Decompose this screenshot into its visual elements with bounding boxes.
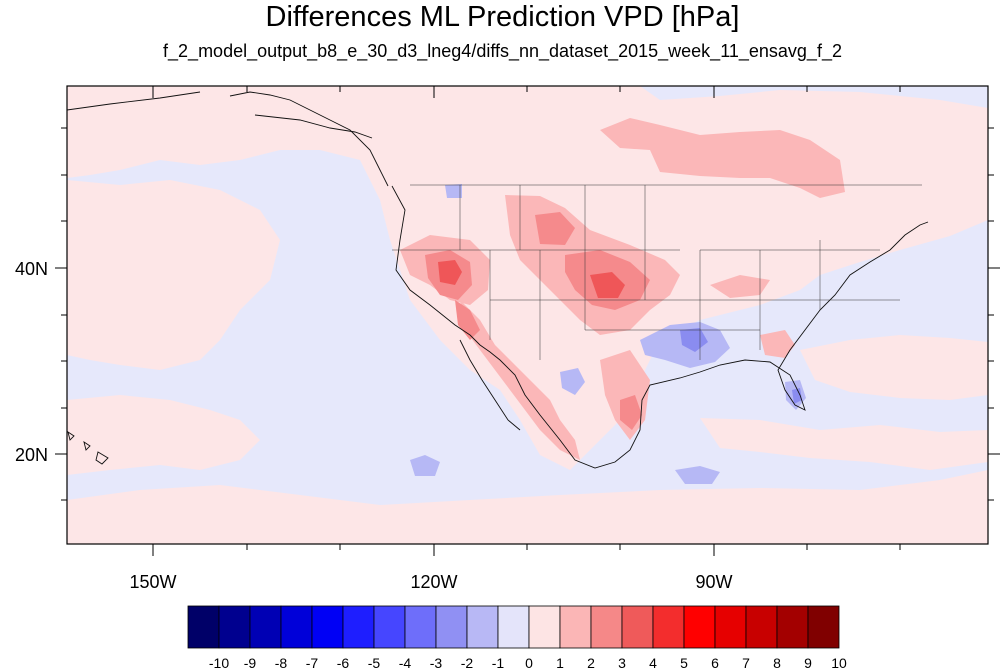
positive-anomaly-core [438,260,625,298]
colorbar-swatch [528,605,561,649]
colorbar-swatch [311,605,344,649]
colorbar-label: 8 [773,655,781,671]
lon-label-150w: 150W [129,572,176,592]
colorbar-swatch [280,605,313,649]
colorbar-label: 0 [525,655,533,671]
map-ticks [55,86,1000,556]
map-panel [67,86,988,544]
colorbar-swatch [497,605,530,649]
colorbar-label: -7 [306,655,319,671]
colorbar-label: 6 [711,655,719,671]
negative-anomaly-strong [680,328,802,404]
state-borders [392,184,922,360]
colorbar-swatch [373,605,406,649]
colorbar-label: -8 [275,655,288,671]
map-title: Differences ML Prediction VPD [hPa] [265,1,740,33]
colorbar-swatch [683,605,716,649]
colorbar-swatch [590,605,623,649]
lon-label-90w: 90W [695,572,732,592]
colorbar-label: 7 [742,655,750,671]
colorbar-swatch [435,605,468,649]
colorbar-label: -6 [337,655,350,671]
colorbar-label: -9 [244,655,257,671]
colorbar-label: 5 [680,655,688,671]
lon-label-120w: 120W [410,572,457,592]
colorbar-label: 10 [831,655,847,671]
hawaii-islands [67,430,109,465]
colorbar-label: 1 [556,655,564,671]
colorbar-swatch [714,605,747,649]
colorbar-label: -5 [368,655,381,671]
colorbar-swatch [342,605,375,649]
colorbar-swatch [807,605,840,649]
map-subtitle: f_2_model_output_b8_e_30_d3_lneg4/diffs_… [163,41,842,61]
colorbar-swatch [249,605,282,649]
colorbar-swatch [652,605,685,649]
colorbar-swatch [776,605,809,649]
colorbar-label: -1 [492,655,505,671]
colorbar-label: -2 [461,655,474,671]
lat-label-40n: 40N [15,259,48,279]
colorbar-swatch [559,605,592,649]
positive-anomaly-light [67,86,988,544]
colorbar-swatch [621,605,654,649]
colorbar-label: -3 [430,655,443,671]
colorbar-label: -4 [399,655,412,671]
colorbar-swatch [187,605,220,649]
colorbar-label: 2 [587,655,595,671]
colorbar-label: 9 [804,655,812,671]
colorbar-label: 3 [618,655,626,671]
colorbar-swatch [404,605,437,649]
colorbar-swatch [466,605,499,649]
colorbar-swatch [218,605,251,649]
colorbar-label: 4 [649,655,657,671]
colorbar-label: -10 [209,655,229,671]
colorbar-swatch [745,605,778,649]
colorbar: -10 -9 -8 -7 -6 -5 -4 -3 -2 -1 0 1 2 3 4 5 6 7 8 9 10 [187,605,847,671]
lat-label-20n: 20N [15,445,48,465]
